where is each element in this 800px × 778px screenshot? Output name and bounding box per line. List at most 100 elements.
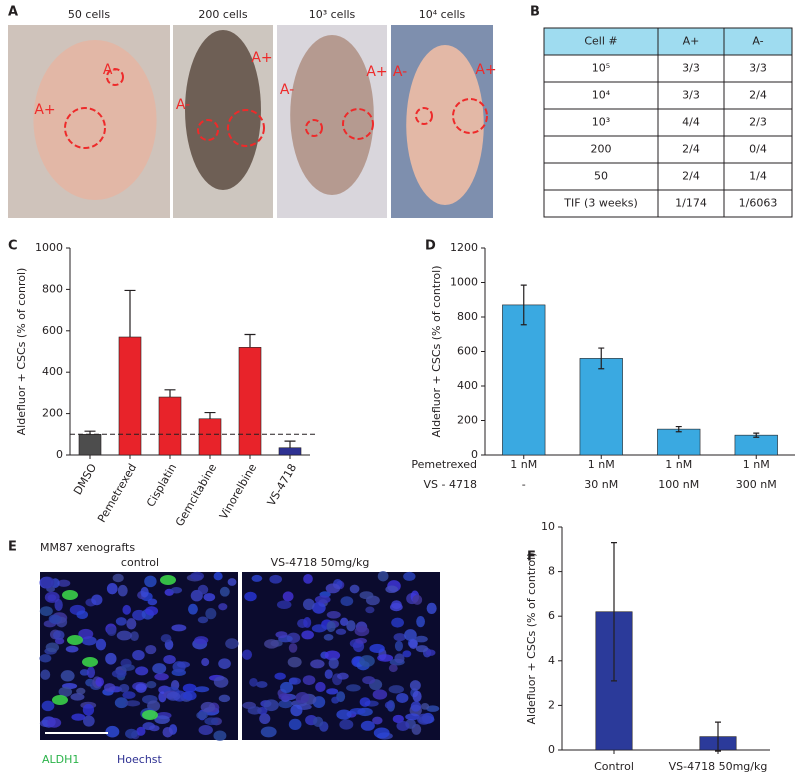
y-tick-label: 4 (548, 654, 555, 667)
y-tick-label: 8 (548, 565, 555, 578)
nucleus (82, 703, 95, 716)
nucleus (410, 701, 422, 712)
bar (118, 336, 142, 456)
table-cell (657, 54, 725, 83)
table-text: 1/174 (675, 197, 707, 210)
bar (657, 428, 701, 456)
panel-label: A (8, 5, 18, 20)
nucleus (426, 705, 440, 712)
x-tick-label: 1 nM (588, 458, 615, 471)
row-label: Pemetrexed (411, 458, 477, 471)
table-text: 2/4 (682, 143, 700, 156)
nucleus (218, 658, 231, 669)
nucleus (86, 666, 96, 679)
nucleus (130, 631, 139, 642)
nucleus (78, 628, 94, 640)
tumor-circle (342, 108, 374, 140)
bar (278, 447, 302, 456)
nucleus (359, 591, 374, 600)
nucleus (39, 606, 53, 617)
nucleus (170, 586, 183, 594)
nucleus (44, 591, 60, 603)
nucleus (359, 697, 371, 707)
nucleus (324, 669, 333, 680)
nucleus (136, 726, 146, 736)
nucleus (194, 686, 210, 693)
nucleus (391, 600, 402, 610)
panel-label: C (8, 239, 18, 254)
nucleus (122, 604, 131, 615)
x-tick-label: VS-4718 50mg/kg (669, 760, 768, 773)
nucleus (225, 638, 239, 649)
x-tick-label: VS-4718 (265, 462, 300, 509)
nucleus (198, 725, 213, 735)
nucleus (420, 702, 430, 710)
panel-label: B (530, 5, 540, 20)
aldh1-stain (142, 710, 158, 720)
table-text: 3/3 (749, 62, 767, 75)
mouse (290, 35, 374, 195)
nucleus (425, 649, 436, 656)
nucleus (95, 677, 105, 687)
nucleus (276, 600, 292, 610)
nucleus (197, 616, 209, 624)
y-tick-label: 2 (548, 698, 555, 711)
nucleus (263, 699, 279, 712)
x-tick-label: Cisplatin (144, 461, 179, 509)
nucleus (311, 624, 327, 633)
nucleus (416, 615, 425, 628)
nucleus (58, 686, 73, 697)
nucleus (132, 650, 145, 661)
nucleus (402, 650, 412, 658)
nucleus (377, 570, 389, 582)
error-bar (675, 425, 682, 433)
error-bar (204, 411, 216, 419)
nucleus (288, 718, 302, 731)
nucleus (259, 713, 271, 725)
nucleus (219, 586, 230, 597)
nucleus (404, 629, 417, 641)
nucleus (362, 676, 376, 685)
nucleus (48, 614, 61, 624)
nucleus (359, 655, 375, 667)
nucleus (145, 644, 157, 655)
x-tick-label: 1 nM (743, 458, 770, 471)
table-cell (543, 27, 659, 56)
nucleus (76, 687, 86, 695)
nucleus (171, 624, 187, 632)
tumor-circle (106, 68, 124, 86)
nucleus (396, 720, 410, 731)
y-tick-label: 600 (457, 345, 478, 358)
nucleus (303, 573, 313, 584)
nucleus (154, 715, 170, 725)
nucleus (409, 639, 418, 650)
table-cell (657, 135, 725, 164)
nucleus (280, 681, 294, 693)
nucleus (392, 714, 404, 724)
nucleus (282, 591, 294, 602)
annotation: A+ (366, 64, 387, 80)
nucleus (346, 684, 361, 692)
nucleus (369, 643, 385, 653)
nucleus (339, 719, 354, 730)
nucleus (103, 683, 116, 692)
tumor-circle (227, 109, 265, 147)
nucleus (302, 675, 316, 686)
photo-label: 10³ cells (309, 8, 356, 21)
tumor-circle (64, 107, 106, 149)
y-tick-label: 1200 (450, 241, 478, 254)
error-bar (84, 430, 96, 435)
tumor-circle (415, 107, 433, 125)
x-tick-label: Gemcitabine (173, 461, 219, 528)
annotation: A+ (475, 62, 496, 78)
x-tick-label: 30 nM (584, 478, 618, 491)
nucleus (197, 584, 209, 595)
table-text: 3/3 (682, 62, 700, 75)
y-tick-label: 600 (42, 324, 63, 337)
nucleus (335, 628, 347, 635)
nucleus (301, 630, 314, 640)
mouse (33, 40, 157, 200)
nucleus (91, 594, 103, 606)
nucleus (409, 680, 421, 691)
